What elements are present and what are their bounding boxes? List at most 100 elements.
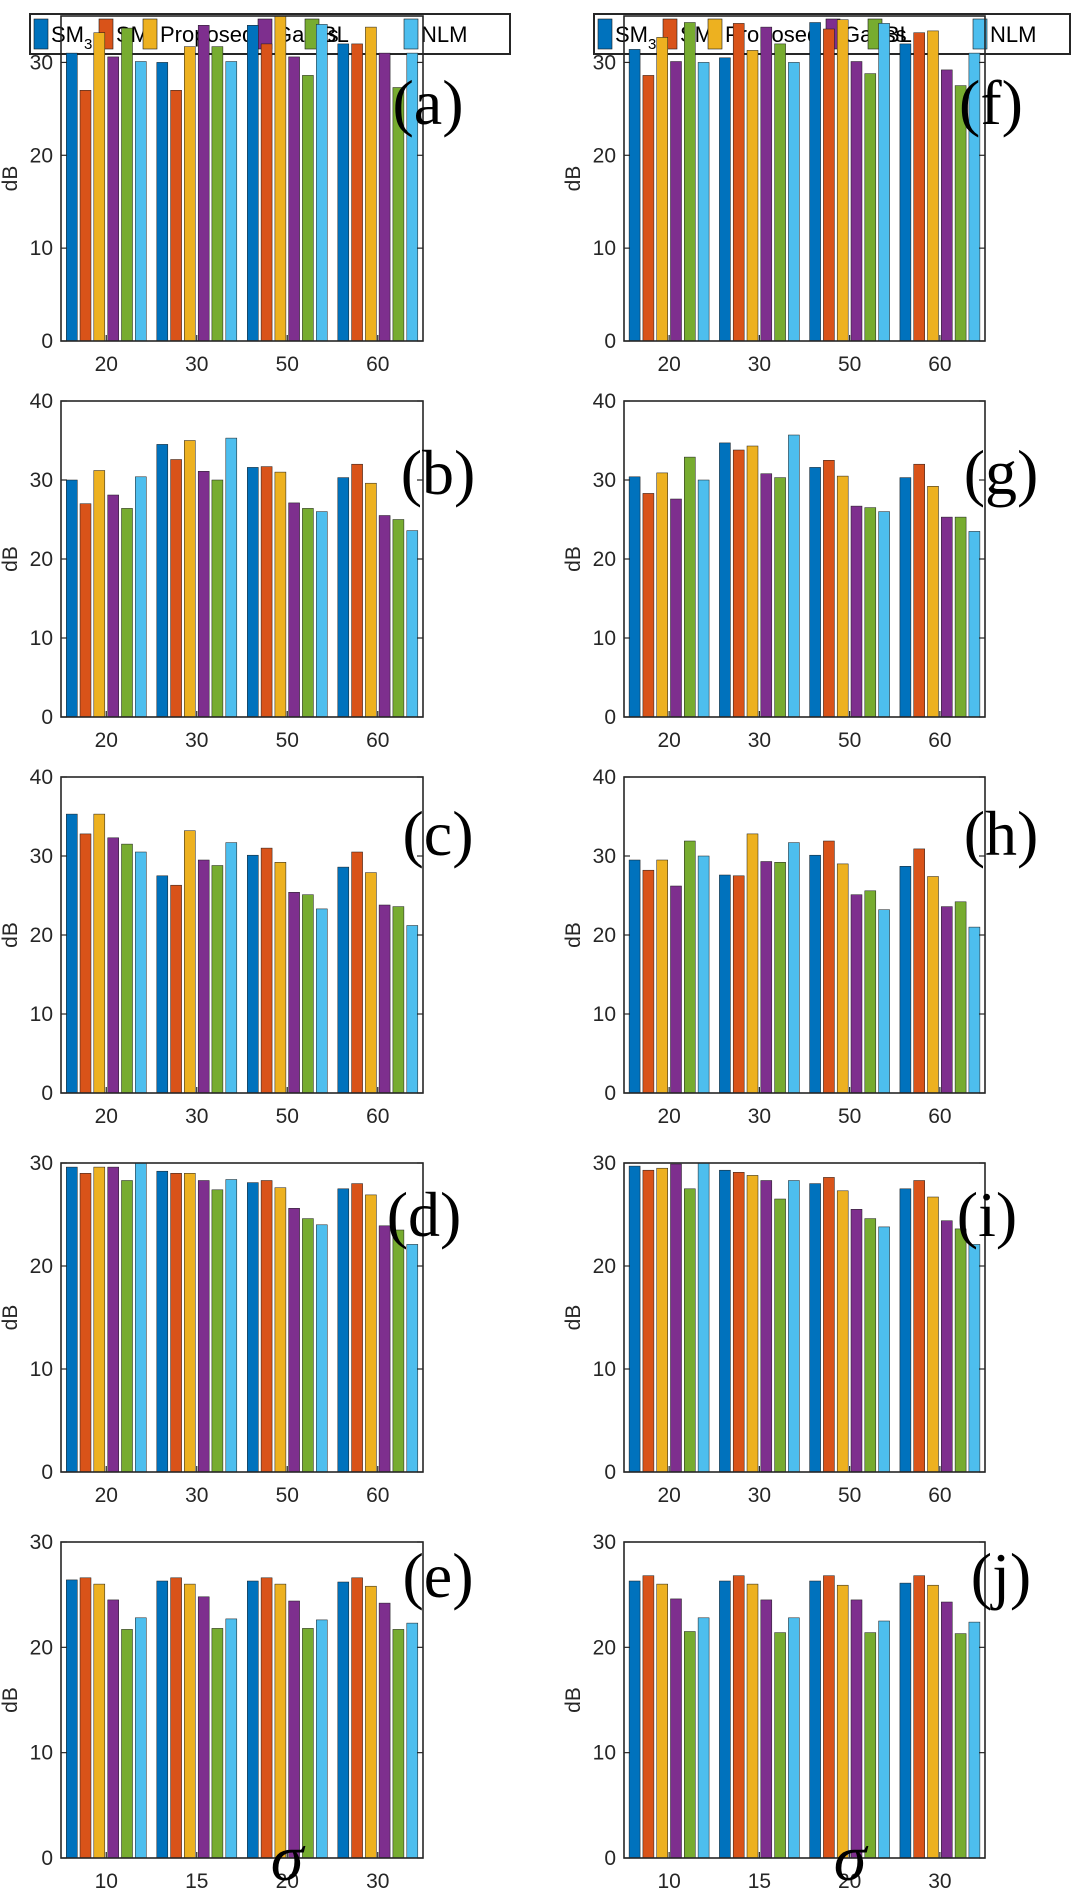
y-axis-label: dB — [0, 922, 22, 948]
axes-box — [623, 15, 986, 342]
y-tick-label: 0 — [604, 1847, 616, 1870]
chart-panel-h: 0 10 20 30 40 20 30 50 60 dB (h) — [562, 766, 1038, 1128]
bar-BL-20 — [302, 1628, 314, 1859]
x-tick-label: 50 — [838, 1105, 861, 1128]
bar-NLM-20 — [697, 855, 710, 1094]
bar-Proposed-20 — [656, 472, 668, 718]
legend-label: NLM — [990, 22, 1036, 47]
bar-SM5-60 — [351, 43, 363, 342]
y-tick-label: 0 — [41, 1847, 53, 1870]
y-tick-label: 20 — [30, 548, 53, 571]
bar-Gauss-20 — [107, 56, 119, 342]
bar-BL-60 — [392, 519, 405, 718]
bar-NLM-15 — [225, 1618, 238, 1859]
bar-SM5-20 — [642, 869, 655, 1094]
bar-NLM-30 — [788, 434, 800, 718]
chart-panel-b: 0 10 20 30 40 20 30 50 60 dB (b) — [0, 390, 475, 752]
bar-SM5-50 — [260, 466, 273, 718]
x-tick-label: 50 — [276, 1484, 299, 1507]
bar-SM5-30 — [170, 459, 182, 718]
bar-Gauss-50 — [288, 56, 300, 342]
bar-Gauss-60 — [941, 1220, 953, 1473]
y-tick-label: 20 — [30, 924, 53, 947]
bar-Proposed-10 — [656, 1583, 668, 1859]
bar-Proposed-20 — [93, 470, 106, 718]
axes-box — [60, 1541, 424, 1859]
bar-SM3-30 — [719, 1169, 731, 1473]
bar-SM3-30 — [156, 444, 169, 718]
bar-BL-30 — [211, 865, 224, 1094]
y-tick-label: 0 — [604, 706, 616, 729]
bar-SM5-30 — [732, 875, 745, 1094]
y-axis-label: dB — [0, 546, 22, 572]
bar-SM3-50 — [247, 467, 259, 718]
bar-NLM-20 — [697, 1162, 710, 1473]
bar-SM5-20 — [642, 75, 655, 342]
bar-BL-30 — [774, 862, 786, 1094]
bar-NLM-10 — [697, 1617, 710, 1859]
bar-SM5-60 — [351, 851, 363, 1094]
chart-panel-e: 0 10 20 30 10 15 20 30 dB (e) — [0, 1531, 474, 1893]
bar-SM5-50 — [823, 28, 835, 342]
bar-SM5-50 — [260, 43, 273, 342]
chart-panel-f: 0 10 20 30 20 30 50 60 dB (f) — [562, 15, 1023, 376]
axes-box — [623, 1541, 986, 1859]
legend-subscript: 3 — [84, 36, 92, 53]
bar-NLM-60 — [406, 925, 419, 1094]
bar-SM3-60 — [899, 866, 912, 1094]
bar-Gauss-50 — [850, 894, 863, 1094]
bar-SM3-30 — [156, 875, 169, 1094]
bar-Gauss-15 — [760, 1599, 773, 1859]
bar-SM3-30 — [156, 62, 169, 342]
axes-box — [60, 15, 424, 342]
bar-SM5-20 — [642, 493, 655, 718]
bar-SM5-30 — [351, 1577, 363, 1859]
x-tick-label: 30 — [185, 353, 208, 376]
chart-panel-g: 0 10 20 30 40 20 30 50 60 dB (g) — [562, 390, 1038, 752]
bar-BL-30 — [392, 1629, 405, 1859]
bar-BL-10 — [121, 1629, 133, 1859]
bar-NLM-30 — [968, 1621, 981, 1859]
legend-swatch — [597, 18, 613, 50]
bar-NLM-60 — [406, 1244, 419, 1473]
bar-BL-30 — [211, 1189, 224, 1473]
bar-SM5-60 — [913, 1180, 925, 1473]
bar-SM3-20 — [628, 49, 641, 342]
legend-swatch — [707, 18, 723, 50]
x-tick-label: 60 — [928, 1484, 951, 1507]
panel-label: (j) — [971, 1540, 1031, 1611]
y-tick-label: 40 — [593, 766, 616, 789]
bar-Gauss-30 — [197, 471, 210, 718]
x-tick-label: 60 — [366, 729, 389, 752]
bar-Proposed-30 — [746, 833, 759, 1094]
y-tick-label: 20 — [593, 1255, 616, 1278]
y-axis-label: dB — [0, 1687, 22, 1713]
bar-Gauss-30 — [941, 1601, 953, 1859]
bar-Gauss-30 — [197, 25, 210, 342]
bar-Proposed-50 — [274, 15, 287, 342]
bar-SM3-50 — [247, 854, 259, 1094]
y-tick-label: 30 — [30, 51, 53, 74]
bar-BL-50 — [864, 1218, 877, 1473]
x-tick-label: 20 — [657, 729, 680, 752]
bar-Gauss-15 — [197, 1596, 210, 1859]
bar-BL-50 — [302, 508, 314, 718]
legend-swatch — [403, 18, 419, 50]
bar-SM5-15 — [170, 1577, 182, 1859]
bar-Gauss-20 — [107, 494, 119, 718]
bar-SM3-20 — [628, 476, 641, 718]
legend-swatch — [972, 18, 988, 50]
bar-Proposed-30 — [184, 440, 196, 718]
x-tick-label: 50 — [276, 353, 299, 376]
bar-NLM-30 — [788, 62, 800, 342]
y-axis-label: dB — [562, 546, 585, 572]
x-tick-label: 50 — [276, 729, 299, 752]
bar-NLM-50 — [878, 1226, 890, 1473]
bar-BL-60 — [954, 516, 967, 718]
y-tick-label: 30 — [593, 845, 616, 868]
bar-BL-30 — [211, 479, 224, 718]
chart-panel-a: 0 10 20 30 20 30 50 60 dB (a) — [0, 15, 464, 376]
bar-Gauss-60 — [941, 906, 953, 1094]
bar-BL-15 — [774, 1632, 786, 1859]
